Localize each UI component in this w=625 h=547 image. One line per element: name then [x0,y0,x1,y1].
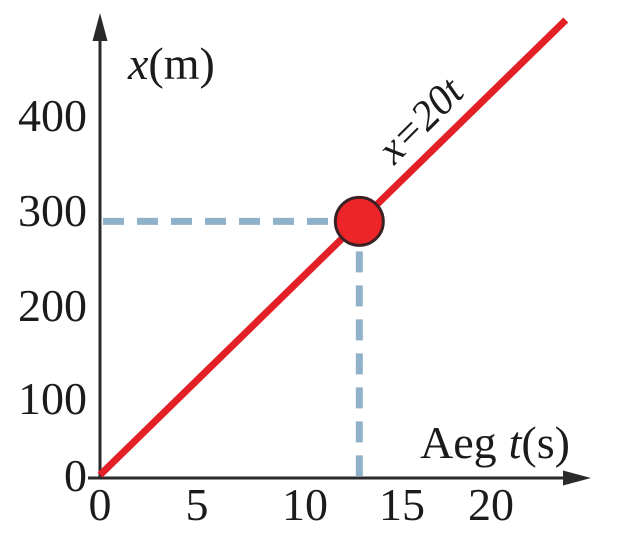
motion-line [97,17,569,478]
x-axis-label: Aeg t(s) [420,417,570,468]
y-tick-label: 200 [18,280,87,331]
y-tick-label: 0 [64,450,87,501]
y-tick-label: 100 [18,373,87,424]
y-tick-label: 400 [18,90,87,141]
y-axis [92,13,108,478]
y-tick-label: 300 [18,185,87,236]
x-axis-arrow-icon [563,470,591,486]
y-tick-labels: 0 100 200 300 400 [18,90,87,501]
x-tick-label: 15 [379,479,425,530]
x-axis-label-variable: t [509,417,523,468]
x-tick-label: 5 [186,479,209,530]
y-axis-label: x(m) [127,38,215,89]
y-axis-label-variable: x [127,38,149,89]
marked-point [333,195,385,247]
x-axis [88,470,591,486]
x-axis-label-prefix: Aeg [420,417,497,468]
x-tick-labels: 0 5 10 15 20 [89,479,515,530]
x-tick-label: 0 [89,479,112,530]
x-tick-label: 20 [468,479,514,530]
y-axis-label-unit: (m) [148,38,214,89]
y-axis-arrow-icon [92,13,108,41]
x-axis-label-unit: (s) [521,417,570,468]
x-tick-label: 10 [282,479,328,530]
